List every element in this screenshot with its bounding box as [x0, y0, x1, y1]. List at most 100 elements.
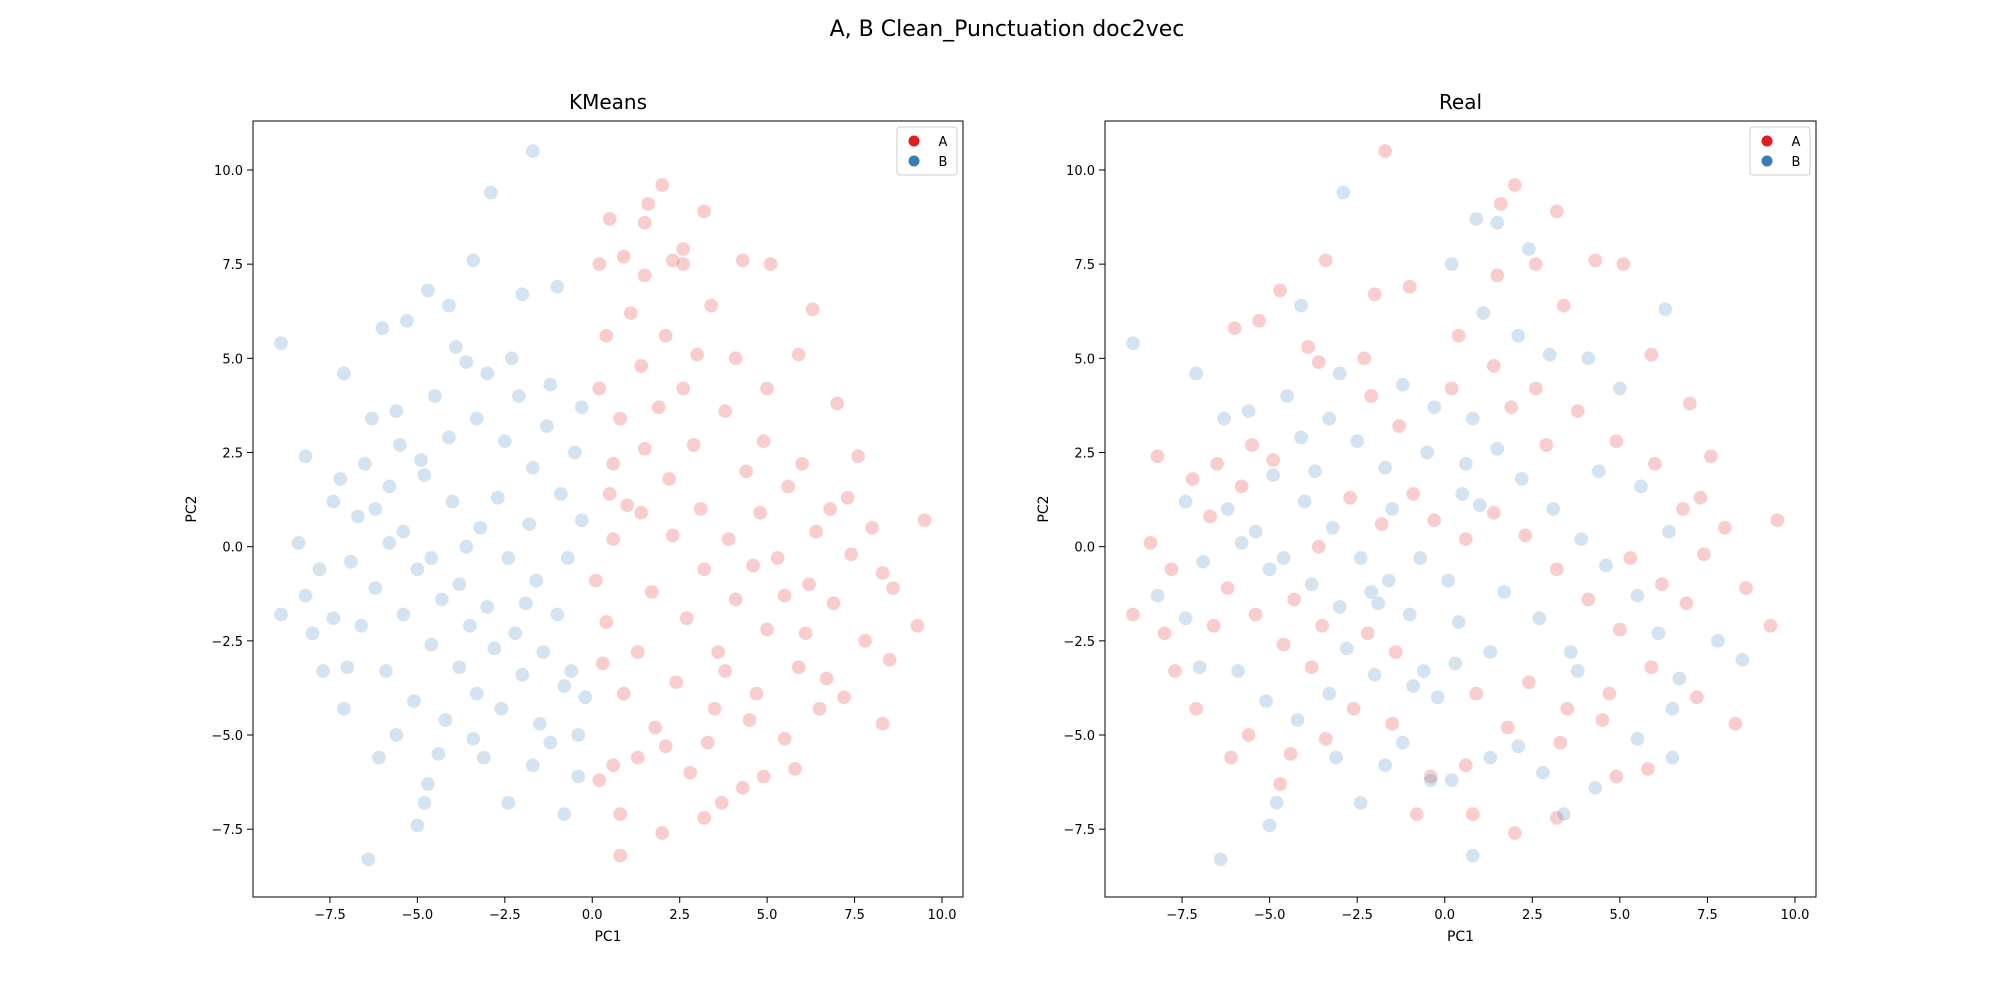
- kmeans-point-b: [424, 550, 439, 566]
- kmeans-point-a: [735, 253, 751, 268]
- real-point-b: [1444, 256, 1459, 272]
- kmeans-point-a: [885, 580, 901, 596]
- kmeans-point-a: [840, 490, 855, 506]
- kmeans-point-a: [875, 716, 890, 732]
- kmeans-point-a: [735, 780, 751, 796]
- real-point-b: [1581, 350, 1596, 366]
- real-point-b: [1423, 772, 1438, 788]
- real-point-b: [1353, 550, 1368, 566]
- kmeans-point-a: [829, 396, 845, 411]
- kmeans-point-a: [728, 592, 744, 607]
- real-point-b: [1178, 494, 1193, 509]
- kmeans-point-a: [630, 644, 646, 660]
- real-y-tick-label: −5.0: [1063, 729, 1095, 744]
- kmeans-x-axis-label: PC1: [594, 929, 621, 945]
- real-point-a: [1202, 509, 1218, 524]
- kmeans-point-a: [822, 501, 838, 517]
- real-point-b: [1588, 780, 1603, 796]
- real-point-b: [1395, 377, 1410, 393]
- kmeans-point-b: [413, 452, 429, 468]
- kmeans-point-b: [340, 659, 355, 675]
- kmeans-x-tick-label: 2.5: [669, 908, 690, 923]
- kmeans-point-b: [465, 253, 481, 268]
- real-point-b: [1511, 328, 1526, 344]
- real-point-b: [1532, 610, 1547, 626]
- real-point-a: [1507, 825, 1523, 841]
- kmeans-point-b: [458, 539, 474, 555]
- real-point-a: [1644, 659, 1659, 675]
- kmeans-point-b: [410, 818, 425, 833]
- real-point-b: [1651, 625, 1666, 641]
- kmeans-point-b: [560, 550, 576, 566]
- kmeans-point-b: [539, 418, 555, 434]
- real-point-a: [1654, 576, 1670, 592]
- real-point-a: [1504, 399, 1519, 415]
- real-point-a: [1150, 448, 1165, 464]
- real-point-b: [1188, 366, 1204, 381]
- kmeans-point-a: [749, 686, 764, 701]
- real-point-b: [1658, 301, 1673, 317]
- kmeans-point-b: [469, 411, 485, 426]
- real-point-a: [1588, 253, 1603, 268]
- real-point-b: [1220, 501, 1235, 517]
- real-point-b: [1630, 588, 1645, 603]
- kmeans-point-a: [696, 561, 712, 577]
- real-point-a: [1703, 448, 1719, 464]
- real-point-a: [1244, 437, 1260, 453]
- kmeans-point-b: [514, 667, 530, 683]
- real-point-b: [1511, 738, 1526, 754]
- kmeans-point-b: [441, 298, 457, 313]
- real-point-b: [1514, 471, 1530, 487]
- real-point-a: [1227, 320, 1242, 336]
- real-point-a: [1346, 701, 1361, 717]
- real-point-a: [1738, 580, 1754, 596]
- real-point-b: [1192, 659, 1207, 675]
- real-y-tick-label: −2.5: [1063, 635, 1095, 650]
- real-point-b: [1377, 460, 1393, 475]
- kmeans-legend-label-a: A: [939, 135, 948, 150]
- real-point-a: [1763, 618, 1778, 634]
- kmeans-point-b: [563, 663, 579, 679]
- real-point-b: [1248, 524, 1263, 539]
- kmeans-point-b: [382, 479, 397, 494]
- real-point-b: [1276, 550, 1291, 566]
- kmeans-point-b: [549, 607, 565, 622]
- kmeans-point-a: [714, 795, 730, 811]
- kmeans-point-b: [525, 460, 541, 475]
- real-point-b: [1612, 381, 1628, 396]
- real-point-a: [1623, 550, 1638, 566]
- kmeans-point-b: [336, 701, 352, 717]
- kmeans-point-a: [623, 305, 639, 321]
- kmeans-point-b: [392, 437, 408, 453]
- kmeans-point-b: [490, 490, 506, 506]
- kmeans-point-a: [640, 196, 656, 212]
- real-y-axis-label: PC2: [1036, 495, 1052, 522]
- kmeans-axes-frame: [252, 120, 964, 898]
- real-point-a: [1469, 686, 1484, 701]
- real-point-b: [1325, 520, 1340, 536]
- kmeans-point-a: [693, 501, 709, 517]
- kmeans-point-b: [462, 618, 478, 634]
- kmeans-point-a: [598, 614, 614, 630]
- real-point-a: [1311, 539, 1326, 555]
- kmeans-point-b: [567, 445, 583, 460]
- real-point-b: [1321, 411, 1337, 426]
- kmeans-point-a: [633, 358, 649, 374]
- real-legend-box: [1749, 126, 1811, 176]
- kmeans-point-a: [602, 486, 618, 502]
- real-point-b: [1476, 305, 1491, 321]
- kmeans-point-b: [315, 663, 331, 679]
- kmeans-point-a: [637, 215, 653, 230]
- real-point-a: [1318, 253, 1333, 268]
- real-axes-frame: [1104, 120, 1817, 898]
- real-y-tick-label: 5.0: [1074, 352, 1095, 367]
- real-point-a: [1556, 298, 1572, 313]
- kmeans-point-b: [514, 286, 530, 302]
- real-point-a: [1595, 712, 1610, 728]
- real-point-a: [1409, 806, 1424, 822]
- kmeans-point-a: [745, 558, 761, 573]
- kmeans-point-b: [438, 712, 453, 728]
- kmeans-point-a: [836, 689, 852, 705]
- kmeans-point-b: [486, 641, 502, 656]
- real-point-b: [1483, 750, 1498, 765]
